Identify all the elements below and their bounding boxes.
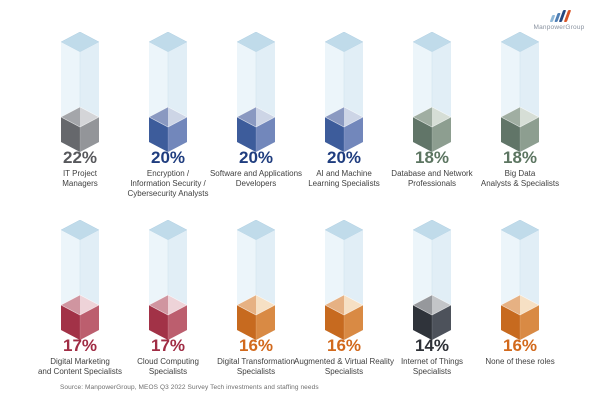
- role-label: AI and Machine Learning Specialists: [308, 168, 380, 188]
- role-label: Encryption / Information Security / Cybe…: [127, 168, 209, 199]
- role-item-it-project-managers: 22% IT Project Managers: [36, 32, 124, 200]
- role-label: None of these roles: [485, 356, 555, 366]
- role-label: Cloud Computing Specialists: [137, 356, 199, 376]
- percentage-value: 18%: [502, 148, 538, 167]
- role-item-digital-transformation: 16% Digital Transformation Specialists: [212, 220, 300, 377]
- role-label: IT Project Managers: [62, 168, 98, 188]
- percentage-value: 20%: [150, 148, 186, 167]
- percentage-value: 16%: [502, 336, 538, 355]
- isometric-column-glyph: [61, 220, 99, 340]
- role-item-iot-specialists: 14% Internet of Things Specialists: [388, 220, 476, 377]
- percentage-value: 22%: [62, 148, 98, 167]
- role-label: Database and Network Professionals: [391, 168, 473, 188]
- percentage-value: 20%: [326, 148, 362, 167]
- role-label: Digital Transformation Specialists: [217, 356, 295, 376]
- role-label: Software and Applications Developers: [209, 168, 303, 188]
- manpowergroup-logo: ManpowerGroup: [528, 8, 590, 31]
- isometric-column-glyph: [149, 32, 187, 152]
- source-note: Source: ManpowerGroup, MEOS Q3 2022 Surv…: [60, 384, 319, 391]
- percentage-value: 18%: [414, 148, 450, 167]
- percentage-value: 17%: [62, 336, 98, 355]
- role-label: Internet of Things Specialists: [400, 356, 464, 376]
- role-label: Augmented & Virtual Reality Specialists: [294, 356, 394, 376]
- chart-row-bottom: 17% Digital Marketing and Content Specia…: [0, 220, 600, 377]
- isometric-column-glyph: [237, 220, 275, 340]
- percentage-value: 16%: [238, 336, 274, 355]
- isometric-column-glyph: [501, 32, 539, 152]
- isometric-column-glyph: [237, 32, 275, 152]
- isometric-column-glyph: [501, 220, 539, 340]
- role-item-cybersecurity-analysts: 20% Encryption / Information Security / …: [124, 32, 212, 200]
- isometric-column-glyph: [61, 32, 99, 152]
- role-item-software-developers: 20% Software and Applications Developers: [209, 32, 303, 200]
- isometric-column-glyph: [149, 220, 187, 340]
- role-item-none-of-these: 16% None of these roles: [476, 220, 564, 377]
- percentage-value: 16%: [326, 336, 362, 355]
- role-item-cloud-computing: 17% Cloud Computing Specialists: [124, 220, 212, 377]
- percentage-value: 20%: [238, 148, 274, 167]
- chart-row-top: 22% IT Project Managers 20% Encryption /…: [0, 32, 600, 200]
- role-item-ar-vr-specialists: 16% Augmented & Virtual Reality Speciali…: [294, 220, 394, 377]
- role-item-database-network: 18% Database and Network Professionals: [388, 32, 476, 200]
- role-item-big-data-analysts: 18% Big Data Analysts & Specialists: [476, 32, 564, 200]
- isometric-column-glyph: [413, 32, 451, 152]
- role-item-digital-marketing: 17% Digital Marketing and Content Specia…: [36, 220, 124, 377]
- isometric-column-glyph: [413, 220, 451, 340]
- role-label: Digital Marketing and Content Specialist…: [37, 356, 123, 376]
- role-item-ai-ml-specialists: 20% AI and Machine Learning Specialists: [300, 32, 388, 200]
- logo-wordmark: ManpowerGroup: [533, 24, 585, 31]
- isometric-column-glyph: [325, 220, 363, 340]
- isometric-column-glyph: [325, 32, 363, 152]
- percentage-value: 17%: [150, 336, 186, 355]
- manpowergroup-logo-icon: [528, 8, 590, 22]
- role-label: Big Data Analysts & Specialists: [480, 168, 560, 188]
- percentage-value: 14%: [414, 336, 450, 355]
